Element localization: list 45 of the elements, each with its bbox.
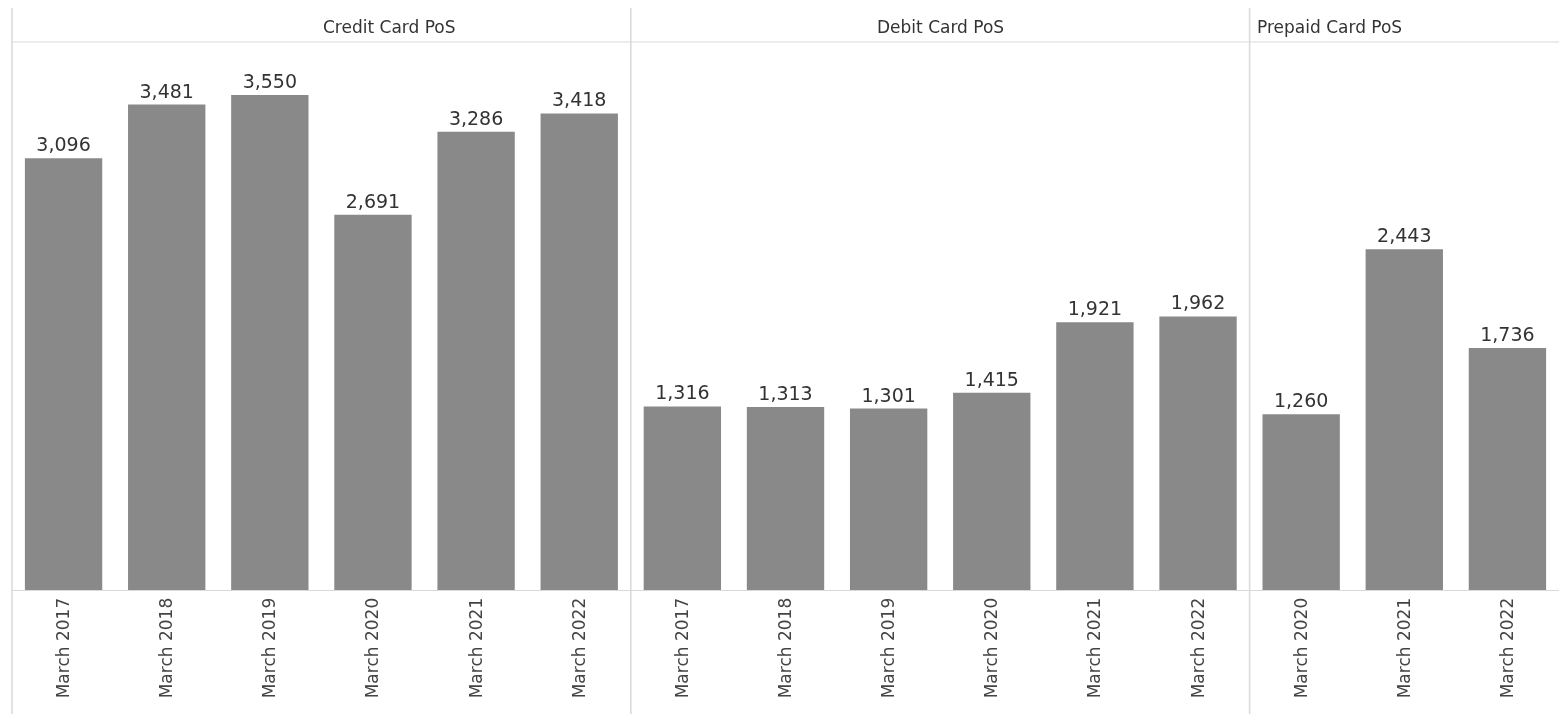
data-label: 1,301 (861, 383, 916, 406)
data-label: 1,313 (758, 381, 813, 404)
x-tick-label: March 2020 (362, 597, 383, 699)
x-tick-label: March 2021 (1393, 597, 1414, 699)
x-tick-label: March 2022 (568, 597, 589, 699)
x-tick-label: March 2018 (156, 597, 177, 699)
data-label: 3,286 (448, 106, 504, 129)
bar (128, 104, 206, 590)
x-tick-label: March 2017 (53, 597, 74, 699)
x-tick-label: March 2021 (1084, 597, 1105, 699)
bar (746, 406, 825, 590)
x-tick-label: March 2019 (259, 597, 280, 699)
chart-title: Credit Card PoS (323, 17, 456, 37)
data-label: 1,415 (964, 367, 1019, 390)
bar (849, 408, 928, 590)
data-label: 1,736 (1480, 322, 1535, 345)
bar (1159, 316, 1237, 590)
bar (24, 158, 103, 590)
data-label: 2,691 (345, 189, 401, 212)
bar (437, 131, 515, 590)
bar (953, 392, 1031, 590)
x-tick-label: March 2019 (878, 597, 899, 699)
x-tick-label: March 2021 (465, 597, 486, 699)
x-tick-label: March 2018 (775, 597, 796, 699)
bar (540, 113, 618, 590)
data-label: 3,096 (36, 133, 91, 156)
x-tick-label: March 2022 (1496, 597, 1517, 699)
data-label: 1,260 (1273, 389, 1329, 412)
x-tick-label: March 2020 (981, 597, 1002, 699)
bar (643, 406, 722, 590)
bar (231, 94, 309, 590)
data-label: 3,550 (242, 69, 298, 92)
x-tick-label: March 2017 (671, 597, 692, 699)
data-label: 1,316 (655, 381, 710, 404)
data-label: 1,921 (1067, 297, 1123, 320)
data-label: 3,418 (552, 88, 607, 111)
data-label: 2,443 (1377, 224, 1432, 247)
x-tick-label: March 2022 (1187, 597, 1208, 699)
bar (334, 214, 412, 590)
chart-title: Prepaid Card PoS (1257, 17, 1403, 37)
x-tick-label: March 2020 (1290, 597, 1311, 699)
data-label: 1,962 (1170, 291, 1226, 314)
data-label: 3,481 (139, 79, 194, 102)
chart-title: Debit Card PoS (877, 17, 1005, 37)
bar (1056, 322, 1134, 590)
